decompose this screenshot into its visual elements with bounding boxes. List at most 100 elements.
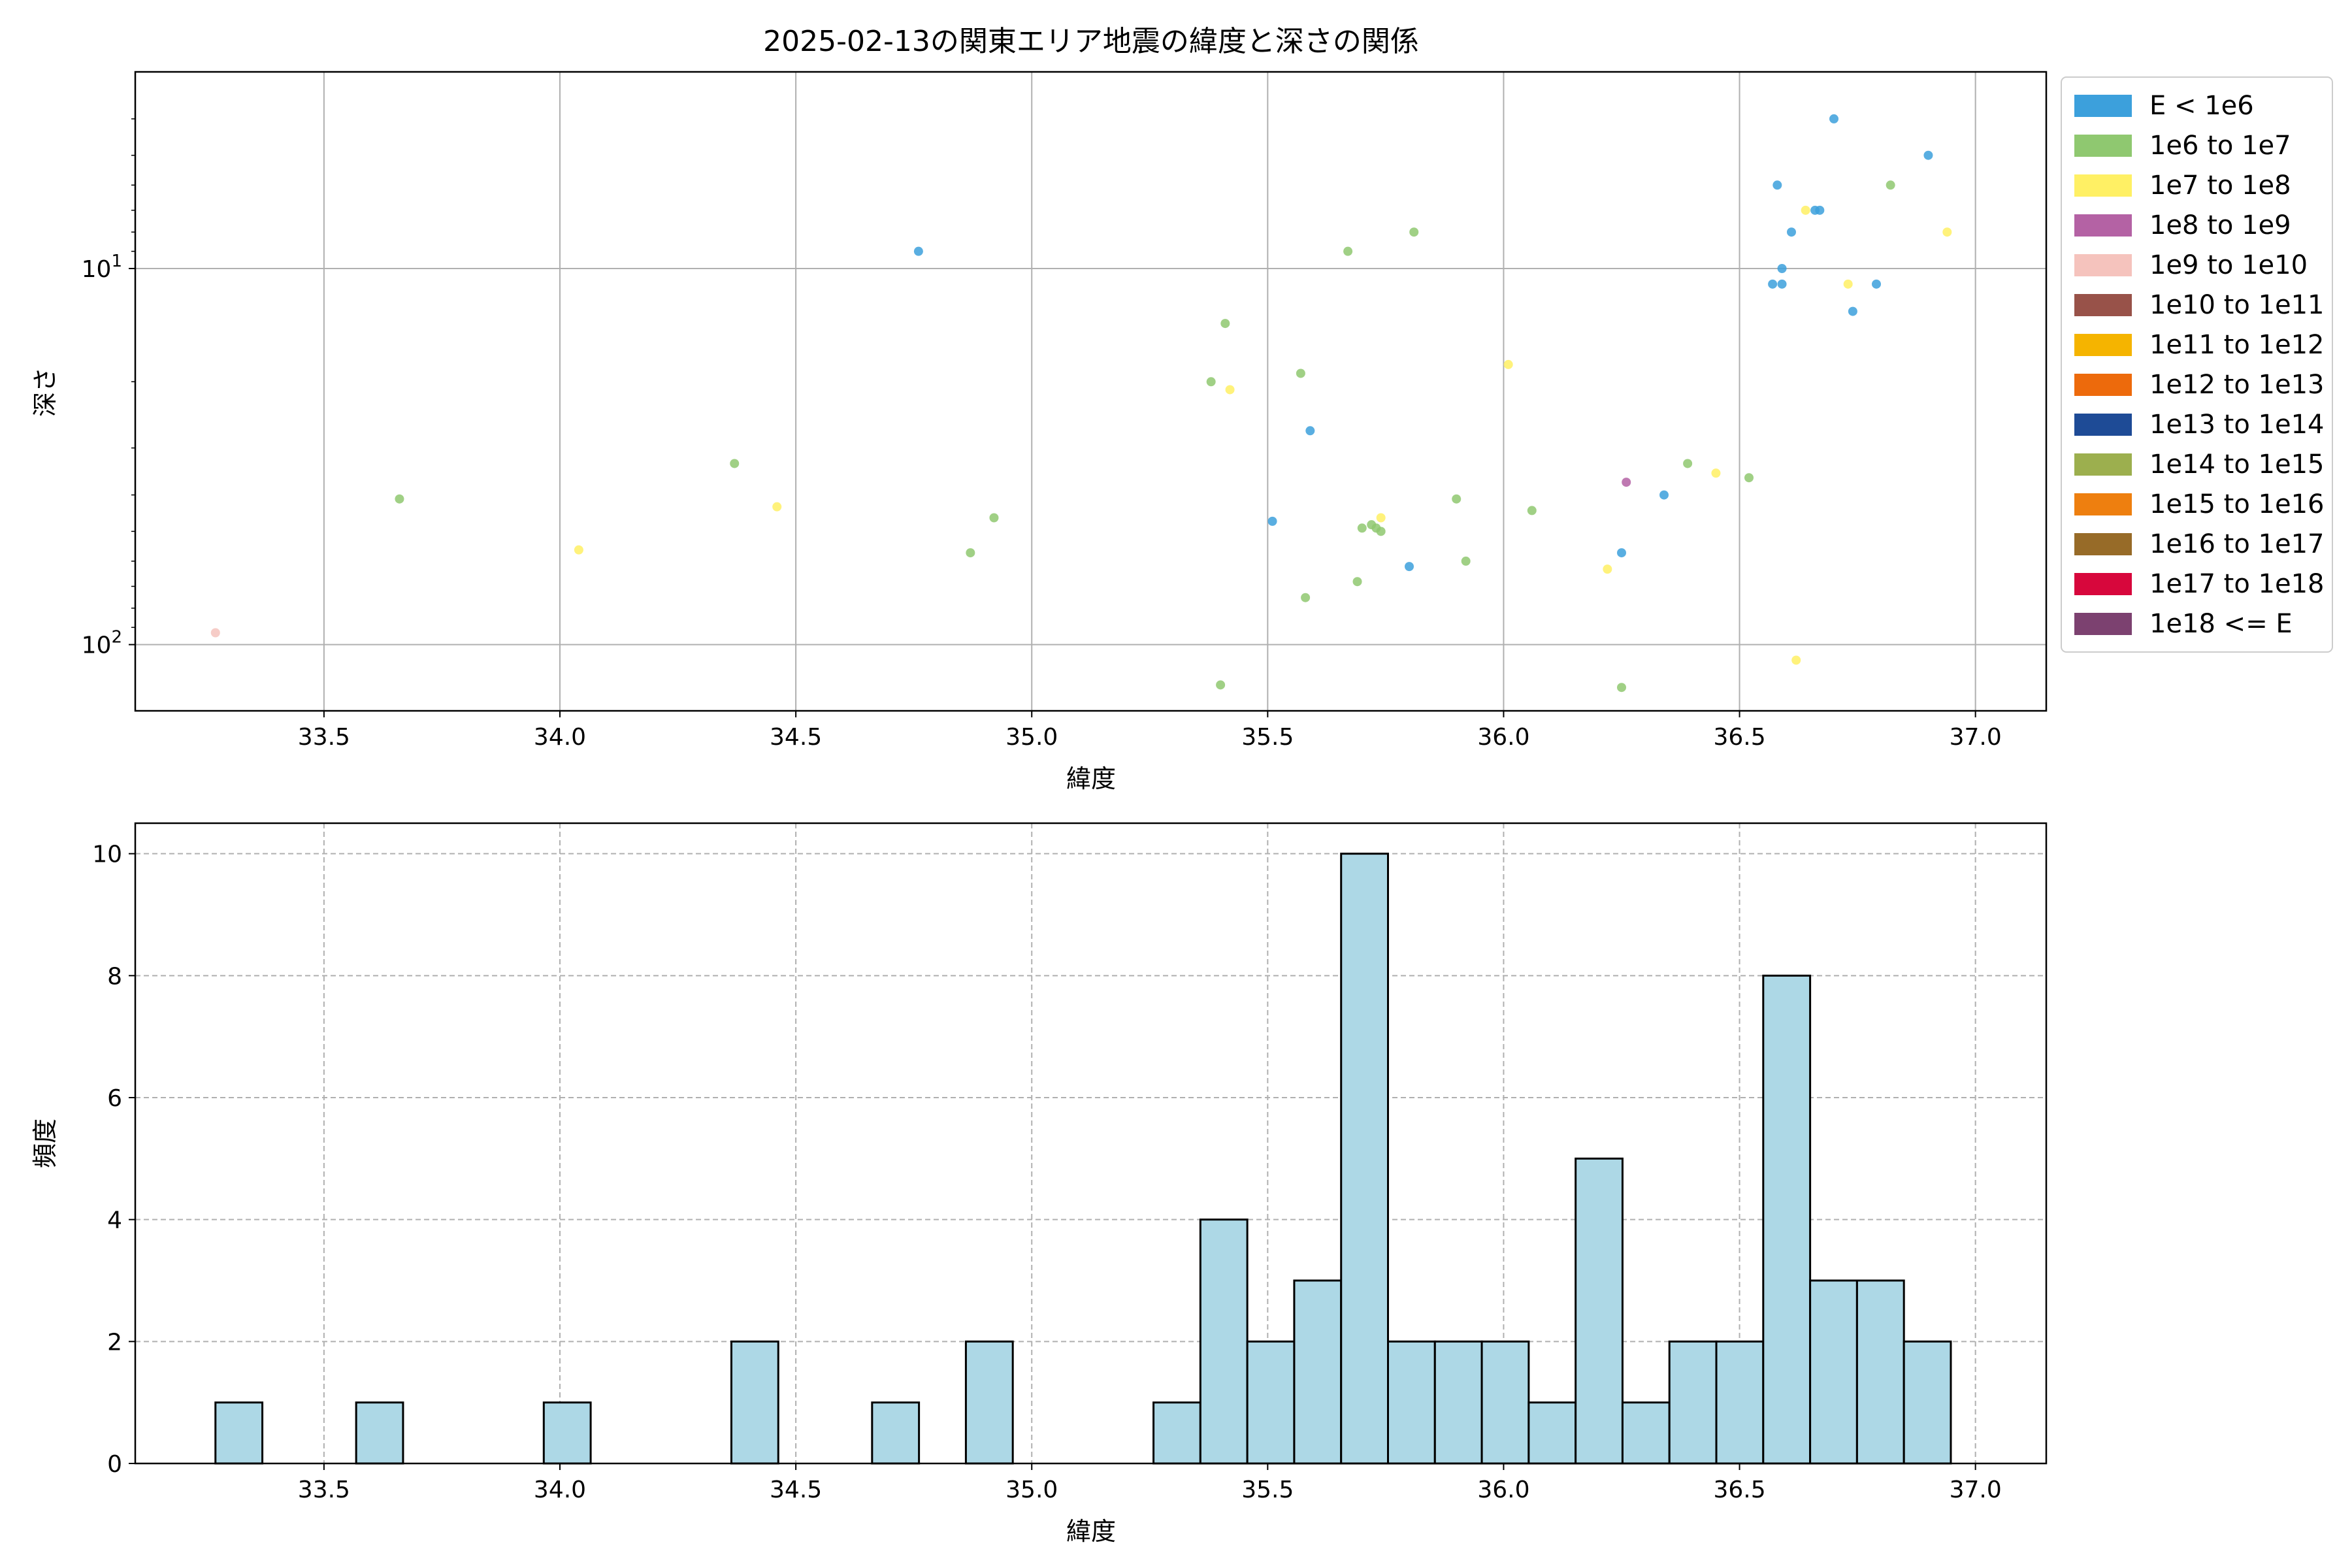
scatter-x-tick-label: 35.5	[1241, 724, 1294, 751]
histogram-bar	[1480, 1340, 1530, 1465]
scatter-point	[1206, 377, 1216, 387]
legend-label: 1e16 to 1e17	[2149, 529, 2325, 559]
scatter-legend: E < 1e6 1e6 to 1e7 1e7 to 1e8 1e8 to 1e9 1e9…	[2061, 76, 2333, 653]
histogram-bar	[1387, 1340, 1436, 1465]
scatter-point	[1787, 227, 1796, 237]
histogram-bar	[214, 1401, 264, 1465]
histogram-bar	[964, 1340, 1014, 1465]
scatter-chart: 2025-02-13の関東エリア地震の緯度と深さの関係 33.5 34.0 34.5…	[31, 25, 2333, 793]
legend-label: 1e10 to 1e11	[2149, 290, 2325, 320]
scatter-point	[1683, 459, 1693, 468]
histogram-bar	[1246, 1340, 1296, 1465]
tick-base: 10	[82, 256, 112, 283]
histogram-bar	[1152, 1401, 1201, 1465]
histogram-bar	[1621, 1401, 1671, 1465]
scatter-x-tick-label: 35.0	[1005, 724, 1058, 751]
scatter-x-tick-label: 36.5	[1713, 724, 1765, 751]
histogram-bars	[214, 853, 1952, 1465]
histogram-x-tick-label: 36.5	[1713, 1477, 1765, 1503]
scatter-point	[1815, 205, 1825, 215]
histogram-x-tick-label: 35.5	[1241, 1477, 1294, 1503]
scatter-point	[1352, 577, 1362, 587]
legend-swatch	[2074, 613, 2132, 635]
scatter-point	[1357, 523, 1367, 533]
legend-swatch	[2074, 334, 2132, 356]
histogram-bar	[1715, 1340, 1765, 1465]
scatter-point	[574, 545, 583, 555]
legend-label: 1e18 <= E	[2149, 609, 2293, 639]
histogram-x-tick-label: 35.0	[1005, 1477, 1058, 1503]
histogram-bar	[1762, 974, 1812, 1465]
scatter-point	[1503, 359, 1513, 369]
legend-label: 1e14 to 1e15	[2149, 449, 2325, 480]
tick-exponent: 2	[111, 628, 122, 647]
scatter-x-tick-label: 34.0	[534, 724, 586, 751]
histogram-x-axis-label: 緯度	[1066, 1517, 1116, 1546]
scatter-point	[1225, 385, 1235, 395]
legend-label: 1e7 to 1e8	[2149, 171, 2291, 201]
tick-base: 10	[82, 632, 112, 659]
scatter-point	[1405, 562, 1414, 572]
histogram-y-tick-label: 6	[107, 1085, 122, 1112]
scatter-point	[1744, 473, 1754, 483]
legend-label: 1e12 to 1e13	[2149, 370, 2325, 400]
legend-label: 1e15 to 1e16	[2149, 489, 2325, 519]
scatter-point	[989, 513, 999, 523]
scatter-point	[1343, 246, 1353, 256]
scatter-x-tick-label: 34.5	[770, 724, 822, 751]
legend-swatch	[2074, 453, 2132, 476]
scatter-point	[210, 628, 220, 638]
histogram-bar	[355, 1401, 404, 1465]
legend-swatch	[2074, 214, 2132, 237]
scatter-point	[1801, 205, 1810, 215]
scatter-point	[772, 502, 782, 512]
histogram-bar	[1527, 1401, 1577, 1465]
legend-frame	[2061, 76, 2333, 653]
scatter-point	[1305, 426, 1315, 436]
histogram-bar	[542, 1401, 592, 1465]
scatter-plot-frame	[134, 71, 2048, 712]
histogram-x-tick-label: 36.0	[1477, 1477, 1529, 1503]
legend-swatch	[2074, 254, 2132, 276]
scatter-point	[1942, 227, 1952, 237]
scatter-point	[1777, 263, 1787, 273]
legend-label: 1e11 to 1e12	[2149, 330, 2325, 360]
scatter-y-tick-label: 102	[82, 628, 122, 659]
scatter-point	[730, 459, 740, 468]
scatter-point	[1886, 180, 1895, 190]
histogram-bar	[1340, 853, 1390, 1465]
scatter-point	[1527, 506, 1537, 515]
scatter-point	[1301, 593, 1311, 602]
scatter-point	[1617, 548, 1626, 558]
scatter-x-tick-label: 33.5	[298, 724, 350, 751]
scatter-point	[1376, 513, 1386, 523]
legend-swatch	[2074, 294, 2132, 316]
legend-swatch	[2074, 573, 2132, 595]
scatter-point	[1220, 319, 1230, 329]
scatter-grid	[135, 72, 2046, 711]
legend-label: 1e17 to 1e18	[2149, 569, 2325, 599]
legend-swatch	[2074, 174, 2132, 197]
scatter-point	[1711, 468, 1721, 478]
legend-swatch	[2074, 374, 2132, 396]
scatter-x-ticks: 33.5 34.0 34.5 35.0 35.5 36.0 36.5 37.0	[298, 711, 2002, 751]
scatter-point	[395, 494, 404, 504]
legend-swatch	[2074, 533, 2132, 555]
legend-swatch	[2074, 135, 2132, 157]
scatter-point	[1376, 527, 1386, 536]
histogram-bar	[1668, 1340, 1718, 1465]
histogram-bar	[1575, 1157, 1624, 1465]
scatter-point	[1617, 683, 1626, 693]
scatter-points	[210, 114, 1952, 693]
scatter-x-tick-label: 37.0	[1950, 724, 2002, 751]
legend-swatch	[2074, 493, 2132, 515]
histogram-chart: 33.5 34.0 34.5 35.0 35.5 36.0 36.5 37.0 0 2 4 6 8 10…	[31, 822, 2048, 1546]
scatter-point	[1267, 516, 1277, 526]
legend-label: 1e8 to 1e9	[2149, 210, 2291, 240]
legend-label: 1e13 to 1e14	[2149, 410, 2325, 440]
scatter-point	[1768, 279, 1778, 289]
legend-swatch	[2074, 414, 2132, 436]
scatter-point	[1409, 227, 1419, 237]
